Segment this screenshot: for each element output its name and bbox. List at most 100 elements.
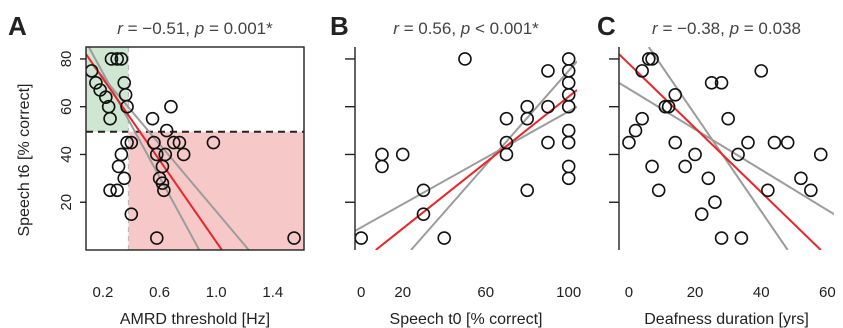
- panel-b-title-r: r: [393, 19, 400, 38]
- panel-c-title-r-val: = −0.38,: [658, 19, 730, 38]
- panel-a-x-tick-label: 1.0: [206, 284, 227, 301]
- panel-b-data-point: [541, 64, 555, 78]
- panel-a-data-point: [206, 135, 221, 150]
- panel-b-title-r-val: = 0.56,: [399, 19, 461, 38]
- panel-a-data-point: [120, 99, 134, 114]
- panel-c-data-point: [628, 123, 643, 138]
- panel-c-data-point: [658, 99, 673, 114]
- panel-b-x-tick-label: 20: [394, 284, 411, 301]
- panel-c-data-point: [813, 147, 828, 162]
- panel-b-x-tick-label: 100: [556, 284, 581, 301]
- panel-a-data-point: [103, 183, 117, 198]
- panel-c-data-point: [668, 87, 683, 102]
- panel-c-data-point: [804, 183, 818, 198]
- panel-a-data-point: [86, 64, 99, 78]
- panel-a-title-r-val: = −0.51,: [123, 19, 195, 38]
- panel-a-data-point: [117, 171, 132, 186]
- panel-c-plot-area: [619, 47, 834, 250]
- panel-c-data-point: [767, 135, 782, 150]
- panel-b-data-point: [520, 183, 535, 198]
- panel-c-confidence-line-2: [647, 47, 789, 250]
- panel-c-title-r: r: [652, 19, 659, 38]
- panel-b-data-point: [375, 159, 389, 174]
- panel-a-plot-area: [86, 47, 304, 250]
- panel-b-data-point: [541, 99, 555, 114]
- panel-b-data-point: [561, 87, 576, 102]
- panel-a-y-tick-label: 40: [58, 146, 75, 163]
- panel-a-region-green: [86, 47, 129, 132]
- panel-b-data-point: [561, 123, 576, 138]
- panel-a-data-point: [120, 135, 134, 150]
- panel-b-x-tick-label: 60: [477, 284, 494, 301]
- panel-b-data-point: [561, 99, 576, 114]
- panel-a-data-point: [287, 231, 301, 245]
- panel-c-data-point: [721, 111, 735, 126]
- panel-c-data-point: [651, 183, 666, 198]
- panel-c-x-axis-label: Deafness duration [yrs]: [644, 311, 809, 328]
- panel-a-title-p-val: = 0.001*: [204, 19, 273, 38]
- panel-a-data-point: [114, 52, 129, 66]
- panel-a-x-tick-label: 0.6: [149, 284, 170, 301]
- panel-b-data-point: [561, 52, 576, 66]
- panel-c: 0 20 40 60 Deafness duration [yrs] C r = −0.38…: [597, 11, 836, 328]
- panel-c-data-point: [701, 171, 716, 186]
- panel-c-data-point: [704, 76, 719, 90]
- panel-c-x-tick-label: 40: [753, 284, 770, 301]
- panel-c-data-point: [780, 135, 795, 150]
- panel-a-data-point: [164, 99, 178, 114]
- panel-b-data-point: [499, 147, 514, 162]
- panel-c-data-point: [622, 135, 636, 150]
- panel-b-x-axis-label: Speech t0 [% correct]: [390, 311, 543, 328]
- panel-a-data-point: [99, 90, 113, 104]
- panel-a-data-point: [145, 111, 160, 126]
- panel-c-data-point: [754, 64, 769, 78]
- panel-b-data-point: [437, 231, 452, 245]
- panel-c-x-tick-label: 20: [687, 284, 704, 301]
- panel-a: 20 40 60 80 0.2 0.6 1.0 1.4 AMRD threshold [Hz] A…: [8, 11, 305, 328]
- panel-c-data-point: [635, 64, 649, 78]
- panel-a-x-axis-label: AMRD threshold [Hz]: [120, 311, 270, 328]
- panel-a-data-point: [104, 52, 119, 66]
- panel-c-data-point: [761, 183, 775, 198]
- panel-a-title-r: r: [117, 19, 124, 38]
- panel-b-data-point: [375, 147, 389, 162]
- panel-a-y-tick-label: 60: [58, 98, 75, 115]
- panel-b-data-point: [416, 183, 431, 198]
- panel-c-title-p-val: = 0.038: [739, 19, 801, 38]
- panel-c-data-point: [641, 52, 656, 66]
- panel-c-data-point: [741, 135, 755, 150]
- panel-a-data-point: [110, 183, 124, 198]
- panel-c-x-tick-label: 60: [819, 284, 836, 301]
- panel-b-data-point: [561, 171, 576, 186]
- panel-b-data-point: [355, 231, 369, 245]
- panel-c-data-point: [794, 171, 808, 186]
- panel-c-data-point: [688, 147, 702, 162]
- panel-c-data-point: [708, 195, 722, 210]
- panel-b-title-p-val: < 0.001*: [470, 19, 539, 38]
- panel-a-data-point: [158, 147, 173, 162]
- panel-c-data-point: [645, 159, 659, 174]
- panel-a-data-point: [110, 52, 124, 66]
- panel-a-y-tick-label: 20: [58, 194, 75, 211]
- panel-a-data-point: [149, 147, 164, 162]
- panel-c-data-point: [635, 111, 649, 126]
- panel-a-data-point: [124, 135, 139, 150]
- panel-a-regression-line: [86, 53, 223, 250]
- panel-a-data-point: [89, 76, 103, 90]
- panel-c-title-p: p: [729, 19, 739, 38]
- panel-b-data-point: [416, 207, 431, 221]
- panel-b-plot-area: [355, 52, 577, 250]
- panel-a-data-point: [103, 111, 117, 126]
- panel-a-title: r = −0.51, p = 0.001*: [117, 19, 273, 38]
- panel-c-x-tick-label: 0: [625, 284, 633, 301]
- panel-a-data-point: [157, 183, 171, 198]
- panel-b-data-point: [520, 111, 535, 126]
- panel-b-regression-line: [375, 89, 577, 250]
- panel-b-data-point: [561, 76, 576, 90]
- panel-a-y-tick-label: 80: [58, 51, 75, 68]
- panel-c-data-point: [645, 52, 659, 66]
- panel-b-data-point: [520, 99, 535, 114]
- panel-c-title: r = −0.38, p = 0.038: [652, 19, 801, 38]
- panel-b-title-p: p: [460, 19, 470, 38]
